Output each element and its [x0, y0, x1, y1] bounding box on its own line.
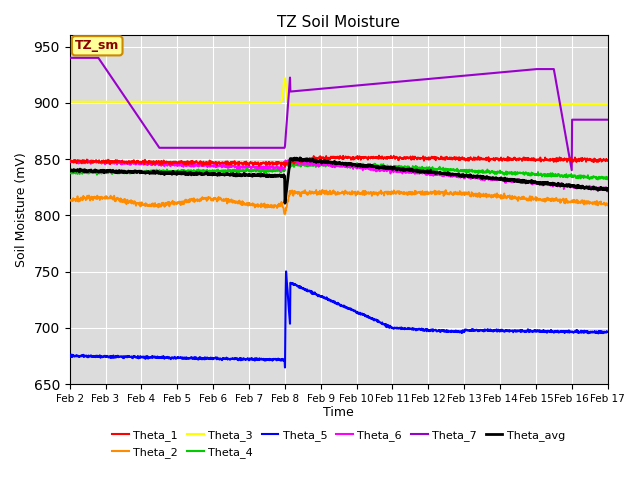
Theta_6 [604, 189, 611, 194]
Theta_2 [305, 191, 313, 196]
Theta_1 [281, 164, 289, 169]
Theta_7 [294, 88, 301, 94]
Theta_5 [295, 283, 303, 289]
Theta_4 [342, 160, 349, 166]
Theta_2 [294, 189, 302, 195]
Theta_1 [66, 159, 74, 165]
Theta_3 [604, 101, 611, 107]
Theta_1 [108, 160, 115, 166]
Theta_4 [372, 163, 380, 168]
Theta_5 [604, 329, 611, 335]
Theta_avg [296, 155, 304, 161]
Theta_5 [66, 352, 74, 358]
Line: Theta_5: Theta_5 [70, 271, 607, 368]
Theta_3 [108, 99, 115, 105]
Theta_7 [108, 74, 115, 80]
Theta_5 [282, 268, 290, 274]
Theta_2 [281, 211, 289, 217]
Theta_5 [129, 354, 137, 360]
Text: TZ_sm: TZ_sm [75, 39, 120, 52]
Theta_2 [316, 189, 323, 195]
Theta_7 [372, 81, 380, 86]
Theta_2 [372, 190, 380, 195]
Theta_5 [372, 317, 380, 323]
Theta_avg [316, 159, 323, 165]
Theta_3 [306, 101, 314, 107]
Theta_7 [129, 107, 137, 112]
Theta_1 [129, 158, 137, 164]
Theta_5 [306, 288, 314, 294]
Theta_1 [316, 154, 323, 160]
Theta_4 [315, 162, 323, 168]
Theta_5 [316, 293, 323, 299]
Theta_6 [372, 168, 380, 174]
Theta_avg [281, 200, 289, 206]
Theta_4 [604, 174, 611, 180]
Theta_1 [372, 154, 380, 160]
Theta_7 [315, 86, 323, 92]
X-axis label: Time: Time [323, 407, 354, 420]
Theta_4 [294, 163, 301, 168]
Theta_3 [295, 101, 303, 107]
Theta_3 [66, 99, 74, 105]
Theta_2 [66, 198, 74, 204]
Theta_6 [305, 161, 313, 167]
Theta_3 [316, 101, 323, 107]
Theta_7 [305, 87, 313, 93]
Theta_4 [305, 161, 313, 167]
Line: Theta_1: Theta_1 [70, 156, 607, 167]
Theta_6 [130, 161, 138, 167]
Theta_avg [66, 168, 74, 174]
Theta_6 [294, 162, 302, 168]
Theta_avg [129, 169, 137, 175]
Theta_4 [594, 177, 602, 182]
Line: Theta_avg: Theta_avg [70, 158, 607, 203]
Theta_avg [604, 186, 611, 192]
Line: Theta_4: Theta_4 [70, 163, 607, 180]
Theta_6 [316, 161, 323, 167]
Theta_6 [70, 157, 78, 163]
Theta_3 [129, 99, 137, 105]
Title: TZ Soil Moisture: TZ Soil Moisture [277, 15, 400, 30]
Theta_1 [294, 158, 302, 164]
Theta_2 [604, 203, 611, 208]
Theta_4 [108, 168, 115, 174]
Theta_6 [108, 159, 115, 165]
Theta_7 [66, 55, 74, 60]
Theta_1 [604, 157, 611, 163]
Theta_avg [372, 165, 380, 170]
Theta_2 [129, 199, 137, 204]
Theta_3 [292, 101, 300, 107]
Theta_7 [604, 117, 611, 122]
Theta_1 [305, 158, 313, 164]
Theta_4 [129, 170, 137, 176]
Theta_4 [66, 169, 74, 175]
Line: Theta_6: Theta_6 [70, 160, 607, 192]
Theta_avg [108, 168, 115, 174]
Line: Theta_2: Theta_2 [70, 190, 607, 214]
Legend: Theta_1, Theta_2, Theta_3, Theta_4, Theta_5, Theta_6, Theta_7, Theta_avg: Theta_1, Theta_2, Theta_3, Theta_4, Thet… [108, 426, 570, 462]
Theta_5 [281, 365, 289, 371]
Line: Theta_3: Theta_3 [70, 78, 607, 104]
Theta_2 [319, 187, 326, 192]
Theta_1 [375, 153, 383, 158]
Theta_3 [281, 75, 289, 81]
Theta_6 [66, 158, 74, 164]
Theta_5 [108, 353, 115, 359]
Theta_avg [306, 158, 314, 164]
Line: Theta_7: Theta_7 [70, 58, 607, 170]
Theta_2 [108, 196, 115, 202]
Theta_3 [372, 101, 380, 107]
Theta_avg [294, 156, 302, 162]
Y-axis label: Soil Moisture (mV): Soil Moisture (mV) [15, 152, 28, 267]
Theta_7 [568, 168, 575, 173]
